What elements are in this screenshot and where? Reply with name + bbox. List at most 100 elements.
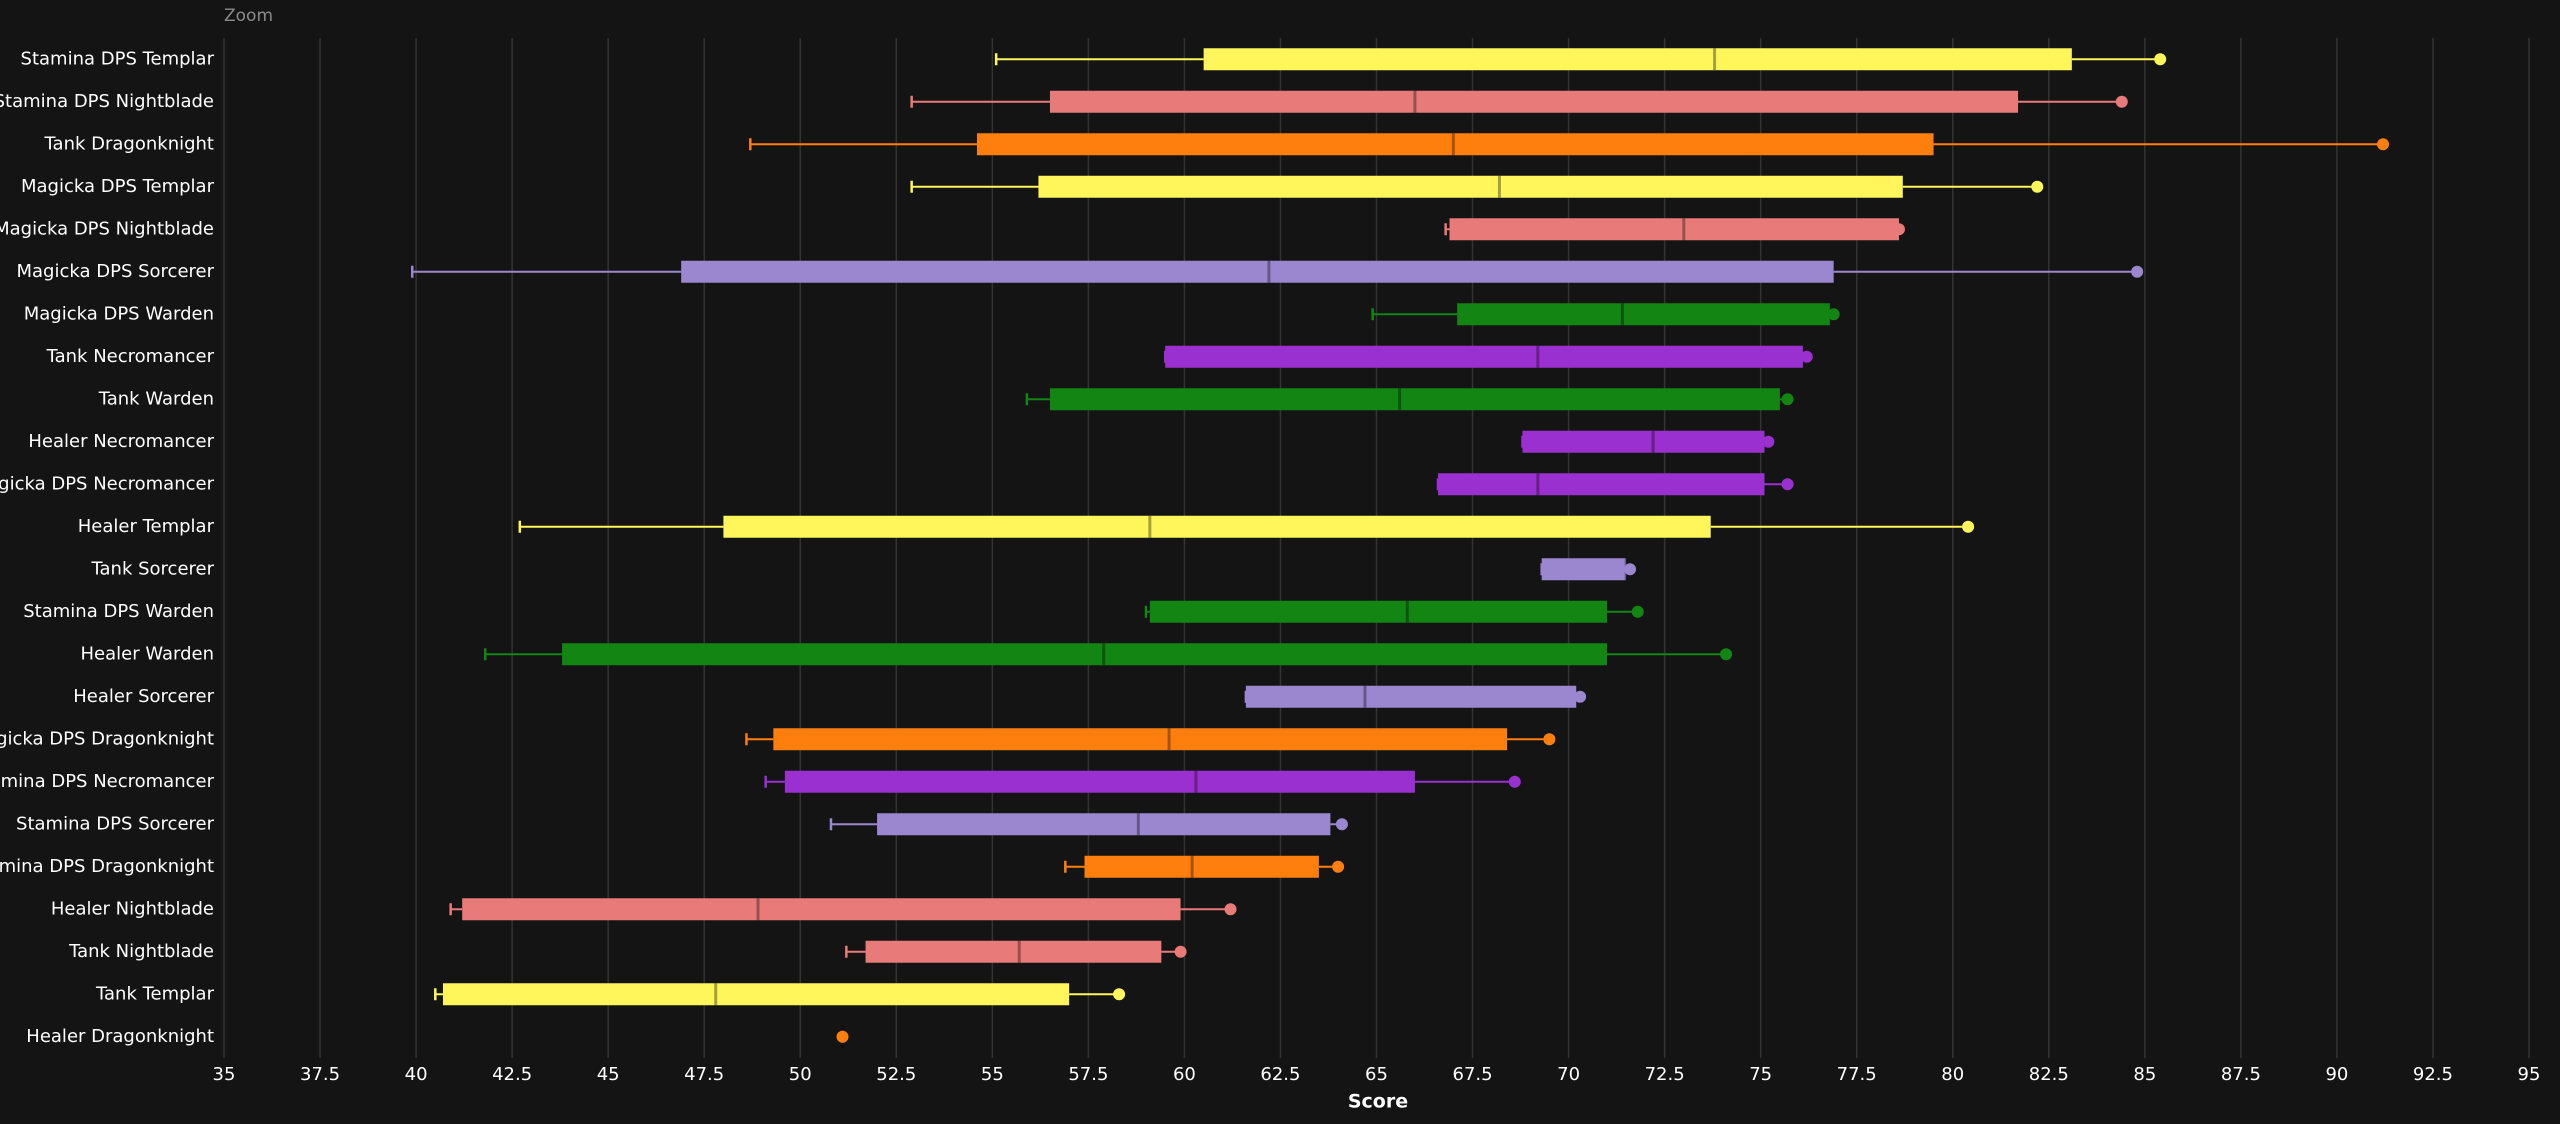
x-tick-label: 65	[1365, 1064, 1388, 1085]
max-point	[1781, 393, 1794, 406]
y-tick-label: Stamina DPS Templar	[21, 48, 215, 69]
x-tick-label: 95	[2518, 1064, 2541, 1085]
x-tick-label: 92.5	[2413, 1064, 2453, 1085]
box	[681, 260, 1834, 283]
box	[1541, 558, 1627, 581]
box	[1522, 430, 1765, 453]
max-point	[2377, 138, 2390, 151]
y-tick-label: Stamina DPS Sorcerer	[16, 813, 215, 834]
max-point	[1508, 775, 1521, 788]
y-tick-label: Magicka DPS Nightblade	[0, 218, 214, 239]
max-point	[1624, 563, 1637, 576]
y-tick-label: Healer Templar	[78, 516, 215, 537]
box	[1084, 855, 1319, 878]
max-point	[1174, 945, 1187, 958]
y-tick-label: Tank Warden	[98, 388, 214, 409]
box	[1049, 388, 1780, 411]
y-tick-label: Magicka DPS Dragonknight	[0, 728, 214, 749]
max-point	[1762, 435, 1775, 448]
x-tick-label: 60	[1173, 1064, 1196, 1085]
y-tick-label: Healer Sorcerer	[73, 686, 214, 707]
max-point	[1827, 308, 1840, 321]
y-tick-label: Healer Nightblade	[51, 898, 214, 919]
y-tick-label: Magicka DPS Necromancer	[0, 473, 215, 494]
x-tick-label: 77.5	[1837, 1064, 1877, 1085]
max-point	[1224, 903, 1237, 916]
max-point	[1332, 860, 1345, 873]
x-tick-label: 80	[1941, 1064, 1964, 1085]
box	[877, 813, 1331, 836]
max-point	[2154, 53, 2167, 66]
box	[723, 515, 1711, 538]
y-tick-label: Tank Templar	[95, 983, 215, 1004]
max-point	[2115, 95, 2128, 108]
y-tick-label: Tank Sorcerer	[91, 558, 215, 579]
x-tick-label: 40	[405, 1064, 428, 1085]
y-tick-label: Magicka DPS Warden	[24, 303, 214, 324]
y-tick-label: Stamina DPS Nightblade	[0, 91, 214, 112]
x-tick-label: 50	[789, 1064, 812, 1085]
x-tick-label: 57.5	[1068, 1064, 1108, 1085]
x-tick-label: 67.5	[1453, 1064, 1493, 1085]
box	[562, 643, 1607, 666]
box	[1149, 600, 1607, 623]
y-tick-label: Tank Nightblade	[68, 941, 214, 962]
max-point	[1335, 818, 1348, 831]
y-tick-label: Stamina DPS Necromancer	[0, 771, 215, 792]
max-point	[1720, 648, 1733, 661]
y-tick-label: Magicka DPS Templar	[21, 176, 215, 197]
x-tick-label: 42.5	[492, 1064, 532, 1085]
max-point	[836, 1030, 849, 1043]
max-point	[1631, 605, 1644, 618]
max-point	[1962, 520, 1975, 533]
x-tick-label: 55	[981, 1064, 1004, 1085]
x-tick-label: 82.5	[2029, 1064, 2069, 1085]
x-tick-label: 47.5	[684, 1064, 724, 1085]
box	[442, 983, 1070, 1006]
y-tick-label: Tank Dragonknight	[44, 133, 214, 154]
box	[865, 940, 1162, 963]
x-tick-label: 70	[1557, 1064, 1580, 1085]
y-tick-label: Stamina DPS Warden	[23, 601, 214, 622]
y-tick-label: Stamina DPS Dragonknight	[0, 856, 214, 877]
x-tick-label: 75	[1749, 1064, 1772, 1085]
x-tick-label: 37.5	[300, 1064, 340, 1085]
max-point	[1781, 478, 1794, 491]
box	[1437, 473, 1765, 496]
x-tick-label: 72.5	[1645, 1064, 1685, 1085]
x-tick-label: 45	[597, 1064, 620, 1085]
x-tick-label: 85	[2133, 1064, 2156, 1085]
box	[462, 898, 1181, 921]
box	[1457, 303, 1830, 326]
max-point	[1574, 690, 1587, 703]
x-tick-label: 62.5	[1260, 1064, 1300, 1085]
max-point	[1113, 988, 1126, 1001]
x-tick-label: 35	[213, 1064, 236, 1085]
max-point	[1892, 223, 1905, 236]
box	[976, 133, 1934, 156]
box	[1038, 175, 1903, 198]
box	[1049, 90, 2019, 113]
x-tick-label: 87.5	[2221, 1064, 2261, 1085]
box	[1165, 345, 1803, 368]
max-point	[1543, 733, 1556, 746]
x-axis-title: Score	[1348, 1091, 1408, 1113]
y-tick-label: Healer Dragonknight	[26, 1026, 214, 1047]
y-tick-label: Healer Warden	[80, 643, 214, 664]
x-tick-label: 52.5	[876, 1064, 916, 1085]
y-tick-label: Magicka DPS Sorcerer	[17, 261, 215, 282]
y-tick-label: Healer Necromancer	[28, 431, 214, 452]
max-point	[1800, 350, 1813, 363]
box	[1449, 218, 1899, 241]
box	[784, 770, 1415, 793]
zoom-button[interactable]: Zoom	[224, 6, 273, 26]
max-point	[2031, 180, 2044, 193]
max-point	[2131, 265, 2144, 278]
y-tick-label: Tank Necromancer	[46, 346, 215, 367]
x-tick-label: 90	[2325, 1064, 2348, 1085]
box	[773, 728, 1508, 751]
box	[1245, 685, 1577, 708]
box	[1203, 48, 2072, 71]
